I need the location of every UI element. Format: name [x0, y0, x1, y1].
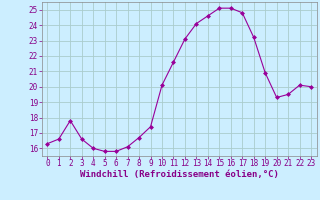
X-axis label: Windchill (Refroidissement éolien,°C): Windchill (Refroidissement éolien,°C)	[80, 170, 279, 179]
